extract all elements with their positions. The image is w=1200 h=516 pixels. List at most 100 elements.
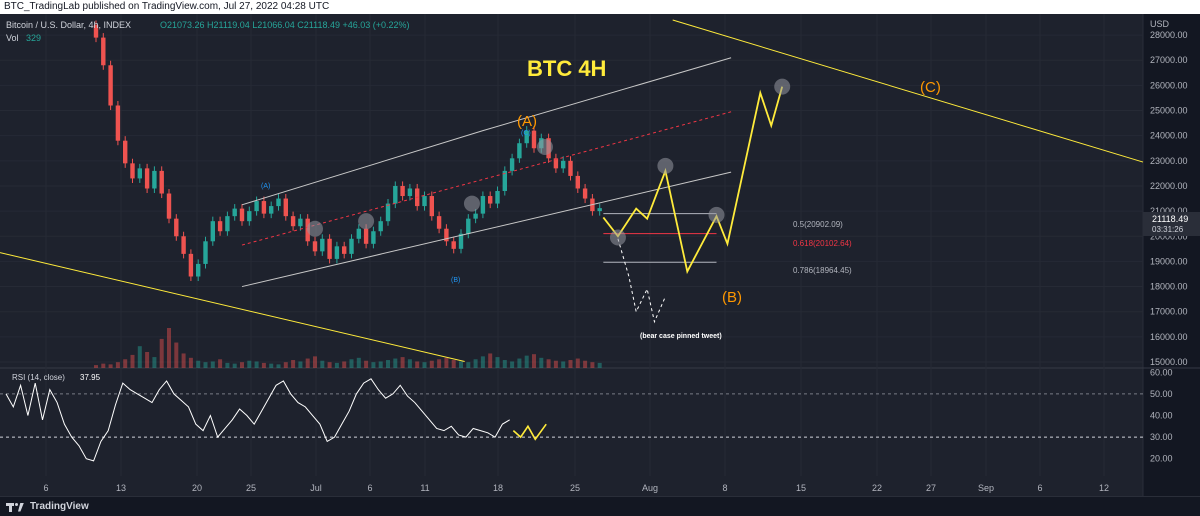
x-tick-label: 6	[367, 483, 372, 493]
candle-body	[130, 163, 135, 179]
candle-body	[312, 241, 318, 252]
volume-bar	[517, 358, 522, 368]
candle-body	[217, 221, 223, 232]
volume-bar	[480, 356, 485, 368]
volume-value: 329	[26, 33, 41, 43]
rsi-value: 37.95	[80, 373, 101, 382]
volume-bar	[510, 361, 515, 368]
candle-body	[444, 228, 449, 242]
y-tick-label: 24000.00	[1150, 131, 1188, 141]
candle-body	[553, 158, 559, 169]
x-tick-label: 27	[926, 483, 936, 493]
candle-body	[181, 236, 186, 254]
bear-case-label: (bear case pinned tweet)	[640, 333, 722, 340]
y-tick-label: 22000.00	[1150, 181, 1188, 191]
candle-body	[283, 198, 288, 217]
y-tick-label: 19000.00	[1150, 256, 1188, 266]
volume-bar	[415, 361, 420, 368]
volume-bar	[196, 360, 201, 368]
candle-body	[101, 37, 106, 66]
candle-body	[320, 238, 325, 252]
candle-body	[502, 170, 507, 191]
support-trendline	[0, 252, 465, 362]
rsi-projection	[512, 423, 547, 441]
volume-bar	[174, 342, 179, 368]
volume-bar	[240, 362, 244, 368]
volume-bar	[291, 360, 296, 368]
volume-bar	[488, 353, 493, 368]
symbol-name[interactable]: Bitcoin / U.S. Dollar, 4h, INDEX	[6, 20, 131, 30]
volume-bar	[276, 364, 281, 368]
candle-body	[123, 140, 128, 164]
volume-bar	[101, 363, 106, 368]
candle-body	[371, 231, 376, 244]
x-tick-label: Sep	[978, 483, 994, 493]
minor-a-label: (A)	[261, 183, 270, 190]
bear-case-path	[617, 238, 666, 324]
volume-bar	[298, 361, 303, 368]
y-tick-label: 25000.00	[1150, 106, 1188, 116]
candle-body	[458, 233, 464, 249]
wave-a-label: (A)	[517, 113, 537, 130]
publish-line: BTC_TradingLab published on TradingView.…	[4, 1, 330, 12]
candle-body	[451, 241, 456, 249]
candle-body	[210, 221, 215, 242]
volume-bar	[400, 357, 405, 368]
x-tick-label: Aug	[642, 483, 658, 493]
volume-bar	[553, 360, 558, 368]
volume-bar	[378, 361, 383, 368]
candle-body	[429, 196, 434, 217]
candle-body	[495, 191, 500, 204]
volume-bar	[437, 359, 442, 368]
wave-c-label: (C)	[920, 79, 941, 96]
volume-bar	[159, 338, 164, 368]
volume-bar	[429, 360, 434, 368]
candle-body	[393, 185, 398, 204]
candle-body	[480, 196, 486, 214]
rsi-tick-label: 60.00	[1150, 367, 1173, 377]
y-tick-label: 18000.00	[1150, 282, 1188, 292]
x-tick-label: 18	[493, 483, 503, 493]
last-price-tag	[1143, 212, 1200, 236]
pivot-marker	[358, 213, 375, 230]
price-scale[interactable]	[1143, 14, 1200, 496]
candle-body	[385, 203, 391, 222]
volume-bar	[386, 360, 390, 368]
channel-lower-line	[241, 171, 732, 288]
last-price-value: 21118.49	[1152, 214, 1188, 224]
candle-body	[582, 188, 588, 199]
candle-body	[327, 238, 332, 259]
pivot-marker	[536, 138, 553, 155]
rsi-tick-label: 30.00	[1150, 432, 1173, 442]
volume-bar	[115, 362, 120, 368]
volume-bar	[502, 360, 507, 368]
volume-bar	[210, 361, 215, 368]
candle-body	[473, 213, 478, 219]
candle-body	[254, 201, 259, 212]
volume-bar	[459, 361, 463, 368]
y-tick-label: 27000.00	[1150, 55, 1188, 65]
volume-bar	[225, 362, 230, 368]
rsi-label[interactable]: RSI (14, close)	[12, 373, 65, 382]
x-tick-label: 13	[116, 483, 126, 493]
volume-label: Vol	[6, 33, 19, 43]
x-tick-label: Jul	[310, 483, 322, 493]
candle-body	[524, 130, 529, 144]
volume-bar	[334, 362, 339, 368]
candle-body	[115, 105, 121, 141]
x-tick-label: 6	[1037, 483, 1042, 493]
volume-bar	[356, 357, 361, 368]
fib-0786-label: 0.786(18964.45)	[793, 266, 852, 275]
volume-bar	[320, 360, 325, 368]
volume-bar	[203, 362, 208, 368]
candle-body	[378, 221, 383, 232]
candle-body	[422, 196, 427, 207]
minor-b-label: (B)	[451, 277, 460, 284]
fib-05-label: 0.5(20902.09)	[793, 220, 843, 229]
y-tick-label: 26000.00	[1150, 80, 1188, 90]
candle-body	[108, 65, 113, 106]
pivot-marker	[657, 157, 674, 174]
volume-bar	[108, 364, 113, 368]
price-chart[interactable]: 28000.00 27000.00 26000.00 25000.00 24000.00…	[0, 14, 1200, 496]
candle-body	[166, 193, 172, 219]
